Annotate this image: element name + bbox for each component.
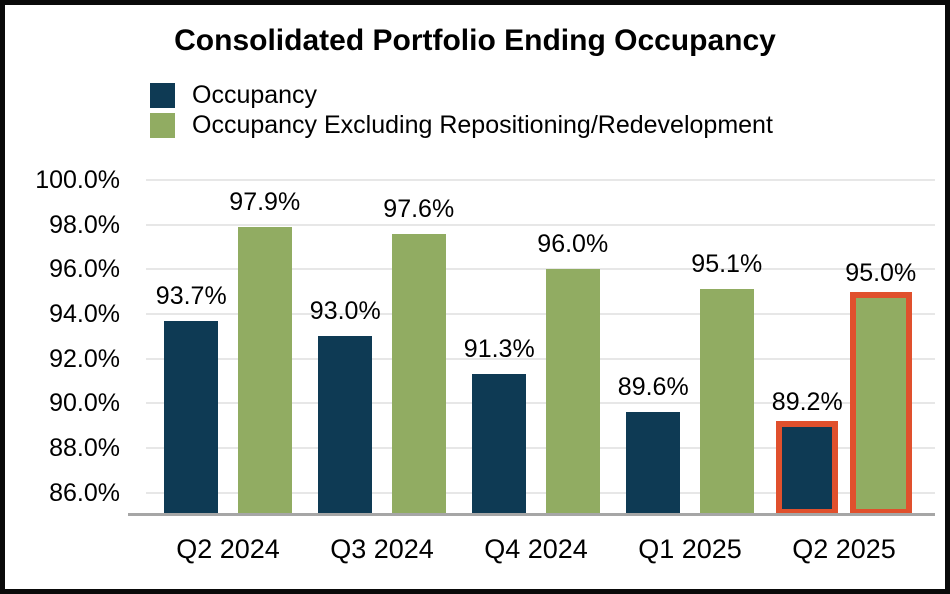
x-axis-line — [128, 513, 935, 516]
legend-item-occupancy: Occupancy — [150, 83, 773, 108]
y-tick-label-98: 98.0% — [49, 210, 120, 239]
bar-excluding-q2-2025: 95.0% — [845, 260, 916, 515]
gridline-92 — [146, 357, 935, 360]
plot-area: Q2 2024 93.7% 97.9% Q3 2024 93.0% 97.6% Q4 202… — [128, 179, 935, 564]
legend-item-excluding: Occupancy Excluding Repositioning/Redeve… — [150, 113, 773, 138]
gridline-94 — [146, 313, 935, 315]
bar-occupancy-q2-2024: 93.7% — [156, 283, 227, 515]
data-label-occupancy-q1-2025: 89.6% — [617, 373, 689, 402]
x-tick-label-q3-2024: Q3 2024 — [330, 534, 434, 564]
data-label-occupancy-q4-2024: 91.3% — [463, 335, 535, 364]
data-label-occupancy-q2-2025: 89.2% — [771, 388, 843, 417]
chart-title: Consolidated Portfolio Ending Occupancy — [174, 24, 776, 57]
y-tick-label-96: 96.0% — [49, 255, 120, 284]
data-label-excluding-q2-2025: 95.0% — [845, 258, 917, 287]
legend-label-occupancy: Occupancy — [192, 81, 318, 109]
gridline-90 — [146, 402, 935, 405]
legend-swatch-occupancy — [150, 83, 175, 108]
legend-swatch-excluding — [150, 113, 175, 138]
bar-occupancy-q1-2025: 89.6% — [618, 375, 689, 515]
x-tick-label-q2-2024: Q2 2024 — [176, 534, 280, 564]
data-label-occupancy-q3-2024: 93.0% — [309, 297, 381, 326]
bar-excluding-q1-2025: 95.1% — [691, 252, 762, 515]
y-tick-label-86: 86.0% — [49, 478, 120, 507]
gridline-98 — [146, 223, 935, 226]
gridline-86 — [146, 491, 935, 494]
bar-excluding-q4-2024: 96.0% — [537, 232, 608, 515]
data-label-excluding-q1-2025: 95.1% — [691, 250, 763, 279]
gridline-88 — [146, 447, 935, 449]
legend: Occupancy Occupancy Excluding Reposition… — [150, 83, 773, 143]
bar-occupancy-q3-2024: 93.0% — [310, 299, 381, 515]
data-label-excluding-q3-2024: 97.6% — [383, 194, 455, 223]
y-axis-labels: 100.0% 98.0% 96.0% 94.0% 92.0% 90.0% 88.0% 86.0… — [0, 167, 120, 515]
data-label-excluding-q2-2024: 97.9% — [229, 187, 301, 216]
bar-occupancy-q4-2024: 91.3% — [464, 337, 535, 515]
gridline-100 — [146, 179, 935, 181]
x-tick-label-q4-2024: Q4 2024 — [484, 534, 588, 564]
y-tick-label-100: 100.0% — [35, 166, 120, 194]
data-label-occupancy-q2-2024: 93.7% — [155, 281, 227, 310]
y-tick-label-94: 94.0% — [49, 300, 120, 328]
bar-excluding-q3-2024: 97.6% — [383, 196, 454, 515]
data-label-excluding-q4-2024: 96.0% — [537, 230, 609, 259]
y-tick-label-92: 92.0% — [49, 344, 120, 373]
bar-occupancy-q2-2025: 89.2% — [772, 390, 843, 515]
y-tick-label-88: 88.0% — [49, 434, 120, 462]
legend-label-excluding: Occupancy Excluding Repositioning/Redeve… — [192, 111, 773, 139]
y-tick-label-90: 90.0% — [49, 389, 120, 418]
x-tick-label-q2-2025: Q2 2025 — [792, 534, 896, 564]
gridline-96 — [146, 268, 935, 271]
x-tick-label-q1-2025: Q1 2025 — [638, 534, 742, 564]
bar-excluding-q2-2024: 97.9% — [229, 189, 300, 515]
